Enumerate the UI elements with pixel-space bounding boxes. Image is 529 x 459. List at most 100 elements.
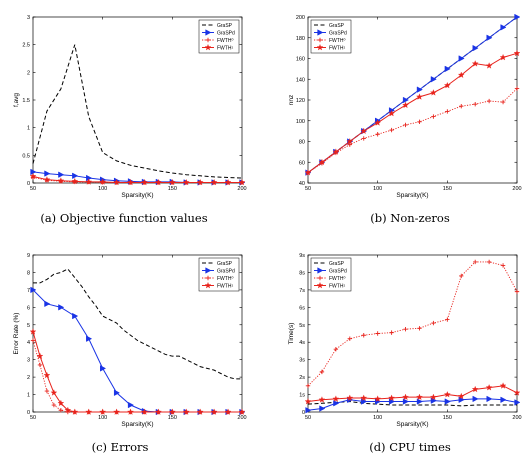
legend-label: GraSPd xyxy=(329,268,347,274)
data-point xyxy=(445,109,450,114)
series-3 xyxy=(29,328,246,415)
legend-marker xyxy=(317,37,323,43)
data-point xyxy=(51,402,57,408)
y-tick-label: 1.5 xyxy=(22,98,30,104)
data-point xyxy=(182,178,190,186)
data-point xyxy=(224,408,232,415)
data-point xyxy=(319,369,325,375)
data-point xyxy=(37,362,43,368)
data-point xyxy=(58,304,65,311)
data-point xyxy=(459,273,464,279)
data-point xyxy=(29,328,37,335)
data-point xyxy=(168,178,176,186)
x-tick-label: 200 xyxy=(512,415,521,421)
legend-label: FWTH⁰ xyxy=(329,38,345,44)
data-point xyxy=(100,365,107,372)
chart-panel-1: 40 60 80 100 120 140 160 180 200 50 100 150 200 Spars… xyxy=(288,13,522,225)
data-point xyxy=(85,178,93,185)
series-line xyxy=(307,385,518,403)
data-point xyxy=(416,86,423,93)
data-point xyxy=(416,398,423,405)
data-point xyxy=(127,401,134,409)
series-3 xyxy=(304,382,521,405)
data-point xyxy=(99,408,107,415)
data-point xyxy=(389,127,394,133)
y-tick-label: 0 xyxy=(27,181,30,187)
legend-label: FWTH¹ xyxy=(329,45,345,51)
y-tick-label: 2 xyxy=(27,70,30,76)
data-point xyxy=(58,408,64,413)
data-point xyxy=(514,86,520,91)
data-point xyxy=(500,99,506,105)
y-tick-label: 0 xyxy=(27,410,30,416)
data-point xyxy=(141,408,148,415)
data-point xyxy=(457,392,465,400)
y-axis-label: f,avg xyxy=(13,93,20,107)
y-tick-label: 160 xyxy=(296,57,305,63)
data-point xyxy=(457,71,465,78)
x-tick-label: 50 xyxy=(305,186,311,192)
x-tick-label: 150 xyxy=(168,415,177,421)
data-point xyxy=(513,389,521,396)
y-tick-label: 120 xyxy=(296,98,305,104)
chart-caption: (a) Objective function values xyxy=(40,211,207,225)
data-point xyxy=(431,114,436,119)
data-point xyxy=(99,178,107,185)
data-point xyxy=(499,382,507,389)
chart-caption: (d) CPU times xyxy=(369,440,451,454)
y-tick-label: 7s xyxy=(299,288,305,294)
y-tick-label: 80 xyxy=(299,140,305,146)
y-axis-label: nnz xyxy=(288,95,295,105)
data-point xyxy=(374,119,382,126)
data-point xyxy=(127,408,134,415)
data-point xyxy=(332,395,340,402)
data-point xyxy=(514,399,521,406)
data-point xyxy=(196,408,204,415)
data-point xyxy=(500,263,506,268)
data-point xyxy=(431,320,436,326)
data-point xyxy=(430,393,437,401)
legend-label: GraSP xyxy=(329,23,345,29)
data-point xyxy=(403,122,408,128)
data-point xyxy=(473,101,478,107)
x-axis-label: Sparsity(K) xyxy=(396,421,428,428)
data-point xyxy=(71,408,79,415)
legend-marker xyxy=(205,275,211,281)
data-point xyxy=(402,101,409,109)
data-point xyxy=(486,259,492,265)
data-point xyxy=(127,178,134,186)
data-point xyxy=(375,132,380,137)
data-point xyxy=(486,98,492,104)
y-tick-label: 200 xyxy=(296,15,305,21)
y-tick-label: 4 xyxy=(27,340,30,346)
x-tick-label: 100 xyxy=(373,415,382,421)
data-point xyxy=(473,259,478,265)
data-point xyxy=(486,395,493,403)
y-tick-label: 4s xyxy=(299,340,305,346)
legend-marker xyxy=(316,281,324,289)
data-point xyxy=(71,177,79,185)
y-tick-label: 40 xyxy=(299,181,305,187)
legend-marker xyxy=(317,29,324,36)
data-point xyxy=(388,394,395,401)
data-point xyxy=(318,396,326,403)
y-tick-label: 5s xyxy=(299,323,305,329)
data-point xyxy=(304,169,312,176)
data-point xyxy=(402,398,409,405)
data-point xyxy=(472,395,479,403)
data-point xyxy=(43,176,51,183)
data-point xyxy=(57,399,65,407)
data-point xyxy=(486,34,493,41)
data-point xyxy=(44,170,51,177)
data-point xyxy=(44,300,51,308)
legend-label: GraSP xyxy=(329,261,345,267)
data-point xyxy=(155,178,162,186)
x-axis-label: Sparsity(K) xyxy=(121,192,153,199)
chart-panel-3: 0 1s 2s 3s 4s 5s 6s 7s 8s 9s 50 100 150 200 Sparsity(K… xyxy=(288,253,522,454)
y-tick-label: 1 xyxy=(27,393,30,399)
series-line xyxy=(307,261,518,387)
y-tick-label: 3 xyxy=(27,358,30,364)
data-point xyxy=(332,148,340,155)
